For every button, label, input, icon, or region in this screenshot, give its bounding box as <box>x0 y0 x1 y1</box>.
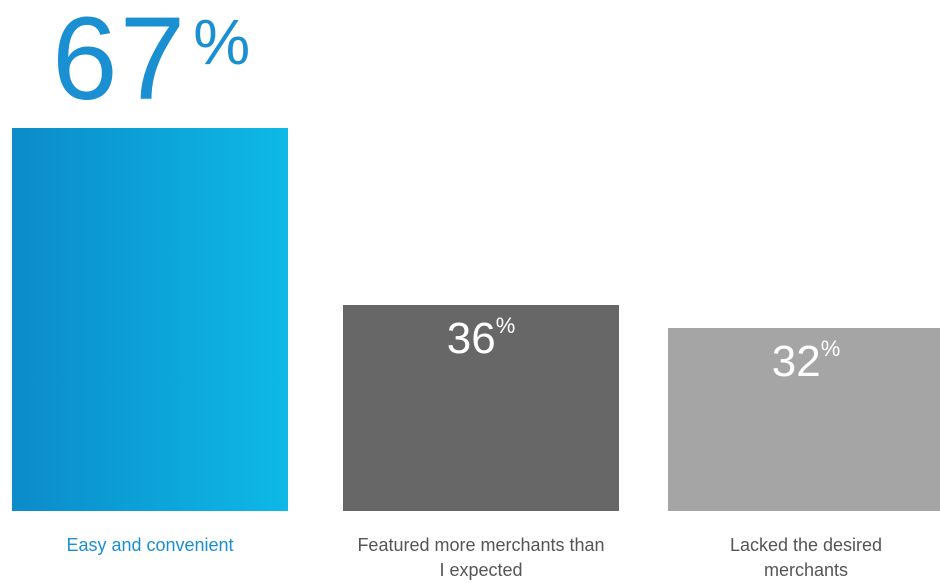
bar-lacked-desired-merchants: 32% <box>668 328 940 511</box>
bar-value-label: 32% <box>668 340 940 384</box>
percent-sign: % <box>821 336 841 361</box>
bar-value-label: 36% <box>343 317 619 361</box>
top-value-label: 67% <box>52 0 250 118</box>
category-label: Featured more merchants than I expected <box>353 533 609 583</box>
value-number: 36 <box>447 314 496 363</box>
bar-easy-and-convenient <box>12 128 288 511</box>
category-label: Easy and convenient <box>12 533 288 558</box>
category-label: Lacked the desired merchants <box>716 533 896 583</box>
percent-sign: % <box>193 6 250 78</box>
bar-featured-more-merchants: 36% <box>343 305 619 511</box>
value-number: 32 <box>772 337 821 386</box>
percent-sign: % <box>496 313 516 338</box>
value-number: 67 <box>52 0 187 125</box>
